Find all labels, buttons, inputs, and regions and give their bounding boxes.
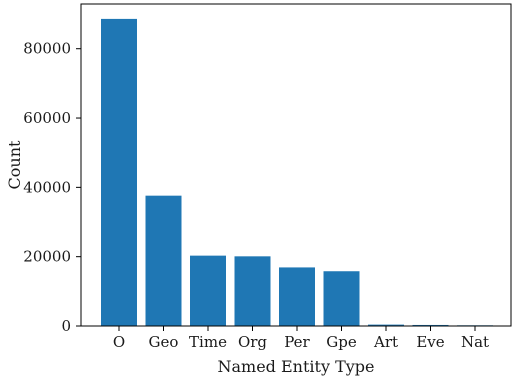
x-axis-ticks: O Geo Time Org Per Gpe Art Eve Nat — [113, 326, 489, 351]
bar-per — [279, 267, 315, 326]
x-tick-label: Org — [238, 333, 267, 351]
bar-art — [368, 324, 404, 326]
x-tick-label: Geo — [149, 333, 179, 351]
y-axis-title: Count — [5, 140, 24, 189]
bar-org — [234, 256, 271, 326]
y-axis-ticks: 0 20000 40000 60000 80000 — [23, 40, 81, 335]
x-tick-label: Gpe — [326, 333, 357, 351]
bar-gpe — [323, 271, 360, 326]
y-tick-label: 60000 — [23, 109, 71, 127]
x-tick-label: Nat — [461, 333, 489, 351]
bar-o — [101, 18, 137, 327]
y-tick-label: 40000 — [23, 178, 71, 196]
x-tick-label: Art — [373, 333, 398, 351]
bar-time — [190, 255, 226, 326]
x-tick-label: O — [113, 333, 125, 351]
y-tick-label: 20000 — [23, 248, 71, 266]
x-tick-label: Time — [189, 333, 227, 351]
bar-eve — [412, 324, 449, 326]
bars-group — [101, 18, 493, 327]
y-tick-label: 80000 — [23, 40, 71, 58]
x-axis-title: Named Entity Type — [217, 357, 374, 376]
plot-frame — [80, 3, 512, 327]
y-tick-label: 0 — [61, 317, 71, 335]
x-tick-label: Per — [284, 333, 310, 351]
bar-geo — [145, 195, 182, 326]
x-tick-label: Eve — [416, 333, 444, 351]
